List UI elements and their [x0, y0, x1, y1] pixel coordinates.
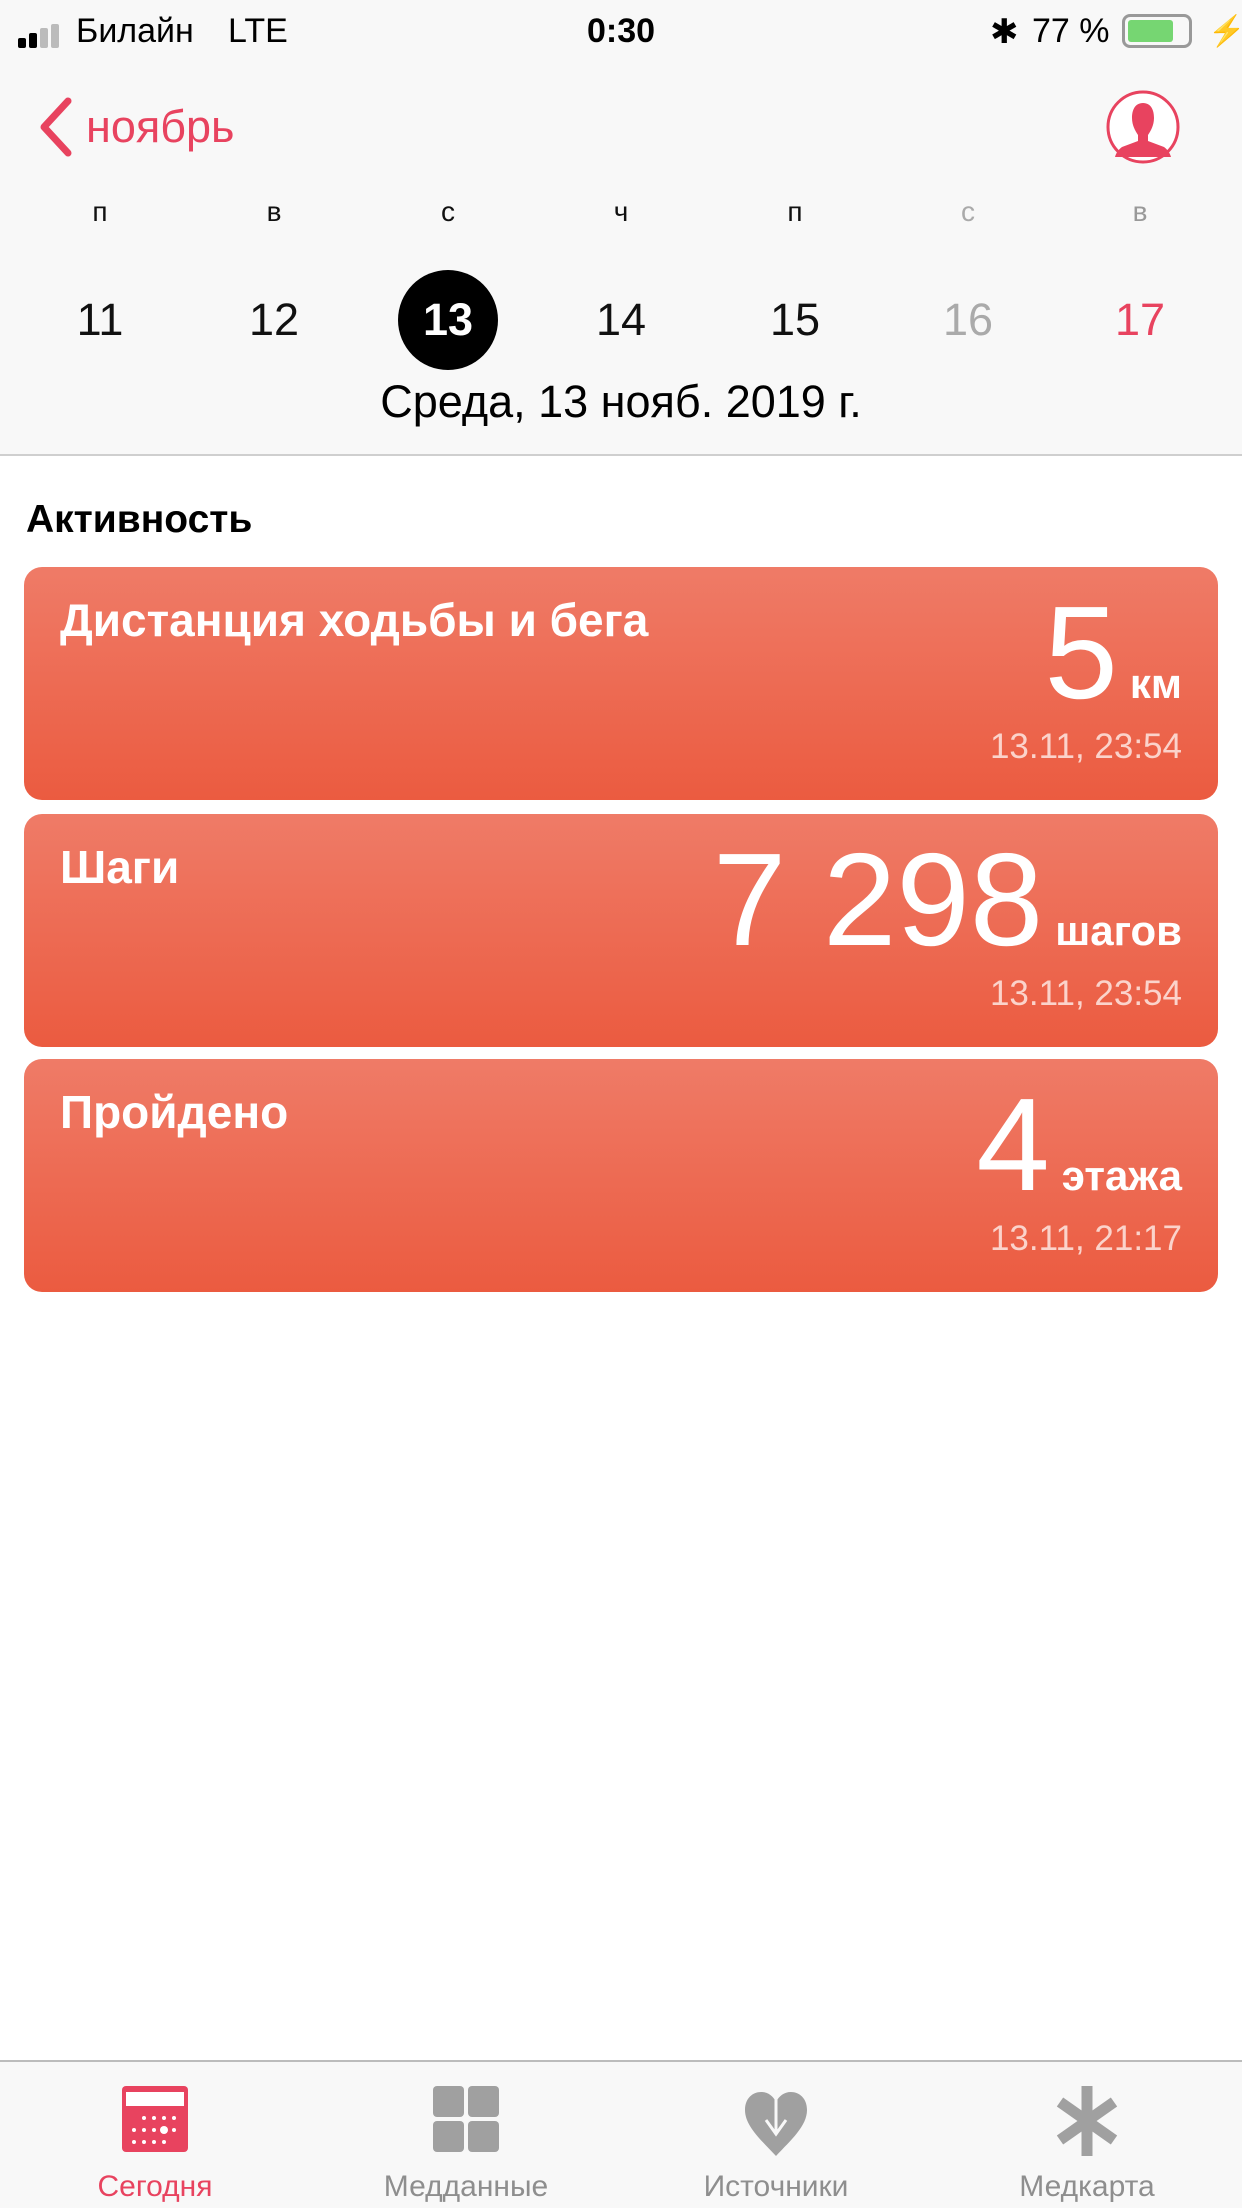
tab-label: Источники: [703, 2170, 849, 2203]
card-title: Шаги: [60, 841, 180, 893]
day-13[interactable]: 13: [398, 270, 498, 370]
weekday-label: с: [961, 196, 975, 227]
charging-icon: ⚡: [1208, 15, 1242, 48]
card-title: Дистанция ходьбы и бега: [60, 594, 649, 646]
battery-icon: [1122, 14, 1192, 48]
card-value: 4 этажа: [976, 1069, 1182, 1220]
weekday-label: п: [92, 196, 108, 227]
value-unit: км: [1129, 660, 1182, 707]
activity-card[interactable]: Дистанция ходьбы и бега 5 км 13.11, 23:54: [24, 567, 1218, 800]
header: Билайн LTE 0:30 ✱ 77 % ⚡ ноябрь п 11 в 12 с 1…: [0, 0, 1242, 456]
day-14[interactable]: 14: [595, 294, 647, 345]
day-17[interactable]: 17: [1114, 294, 1166, 345]
day-15[interactable]: 15: [769, 294, 821, 345]
value-number: 5: [1044, 579, 1118, 726]
tab-bar: Сегодня Медданные Источники Медкарта: [0, 2060, 1242, 2208]
back-button[interactable]: ноябрь: [36, 95, 235, 159]
selected-date: Среда, 13 нояб. 2019 г.: [380, 376, 862, 427]
network: LTE: [228, 12, 288, 50]
chevron-left-icon: [40, 97, 72, 157]
asterisk-icon: [1056, 2086, 1118, 2156]
tab-sources[interactable]: Источники: [656, 2062, 896, 2210]
weekday-label: ч: [613, 196, 629, 227]
calendar-icon: [122, 2086, 188, 2152]
activity-card[interactable]: Шаги 7 298 шагов 13.11, 23:54: [24, 814, 1218, 1047]
tab-label: Сегодня: [97, 2170, 213, 2203]
value-number: 4: [976, 1071, 1050, 1218]
tab-health-data[interactable]: Медданные: [346, 2062, 586, 2210]
card-timestamp: 13.11, 21:17: [989, 1219, 1182, 1258]
weekday-label: в: [266, 196, 282, 227]
carrier: Билайн: [76, 12, 194, 50]
weekday-label: с: [441, 196, 455, 227]
heart-download-icon: [745, 2084, 807, 2156]
value-unit: шагов: [1055, 907, 1182, 954]
weekday-label: п: [787, 196, 803, 227]
section-title: Активность: [26, 498, 253, 541]
card-value: 5 км: [1044, 577, 1182, 728]
back-label: ноябрь: [86, 101, 235, 152]
battery-percent: 77 %: [1032, 12, 1110, 50]
day-11[interactable]: 11: [76, 294, 124, 345]
clock: 0:30: [586, 12, 656, 50]
card-value: 7 298 шагов: [713, 824, 1182, 975]
day-16[interactable]: 16: [942, 294, 994, 345]
bluetooth-icon: ✱: [990, 13, 1019, 51]
card-timestamp: 13.11, 23:54: [989, 974, 1182, 1013]
grid-icon: [433, 2086, 499, 2152]
tab-today[interactable]: Сегодня: [35, 2062, 275, 2210]
card-title: Пройдено: [60, 1086, 289, 1138]
activity-card[interactable]: Пройдено 4 этажа 13.11, 21:17: [24, 1059, 1218, 1292]
tab-label: Медданные: [383, 2170, 549, 2203]
value-number: 7 298: [712, 826, 1044, 973]
value-unit: этажа: [1061, 1152, 1182, 1199]
day-12[interactable]: 12: [248, 294, 300, 345]
tab-medical-id[interactable]: Медкарта: [967, 2062, 1207, 2210]
card-timestamp: 13.11, 23:54: [989, 727, 1182, 766]
profile-avatar-button[interactable]: [1105, 89, 1181, 165]
signal-icon: [18, 24, 68, 48]
tab-label: Медкарта: [1019, 2170, 1155, 2203]
weekday-label: в: [1132, 196, 1148, 227]
